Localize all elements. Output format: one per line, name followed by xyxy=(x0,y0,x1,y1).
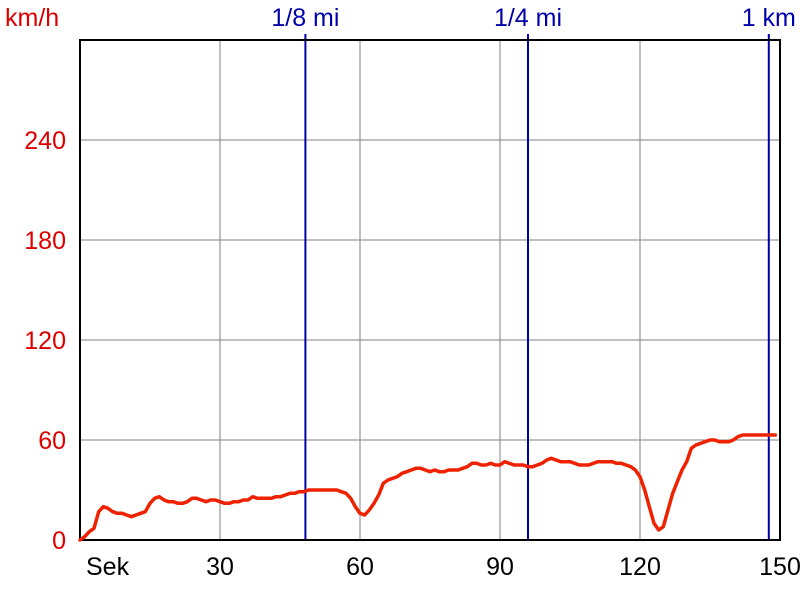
y-tick-label: 240 xyxy=(24,127,66,155)
x-tick-label: 120 xyxy=(619,553,661,581)
speed-series-line xyxy=(78,433,778,542)
x-tick-label: 90 xyxy=(486,553,514,581)
distance-marker-label: 1/8 mi xyxy=(271,4,339,32)
y-tick-label: 0 xyxy=(52,527,66,555)
distance-marker-label: 1/4 mi xyxy=(494,4,562,32)
grid xyxy=(80,39,780,540)
distance-marker-label: 1 km xyxy=(742,4,796,32)
y-axis-unit-label: km/h xyxy=(5,4,59,32)
x-tick-label: 30 xyxy=(206,553,234,581)
plot-frame xyxy=(79,39,781,541)
y-tick-label: 120 xyxy=(24,327,66,355)
y-tick-label: 60 xyxy=(38,427,66,455)
distance-markers: 1/8 mi 1/4 mi 1 km xyxy=(271,4,796,540)
x-tick-label: 60 xyxy=(346,553,374,581)
x-tick-label: 150 xyxy=(759,553,800,581)
y-tick-label: 180 xyxy=(24,227,66,255)
y-tick-labels: 0 60 120 180 240 xyxy=(24,127,66,555)
x-axis-unit-label: Sek xyxy=(86,553,130,581)
x-tick-labels: 30 60 90 120 150 xyxy=(206,553,800,581)
